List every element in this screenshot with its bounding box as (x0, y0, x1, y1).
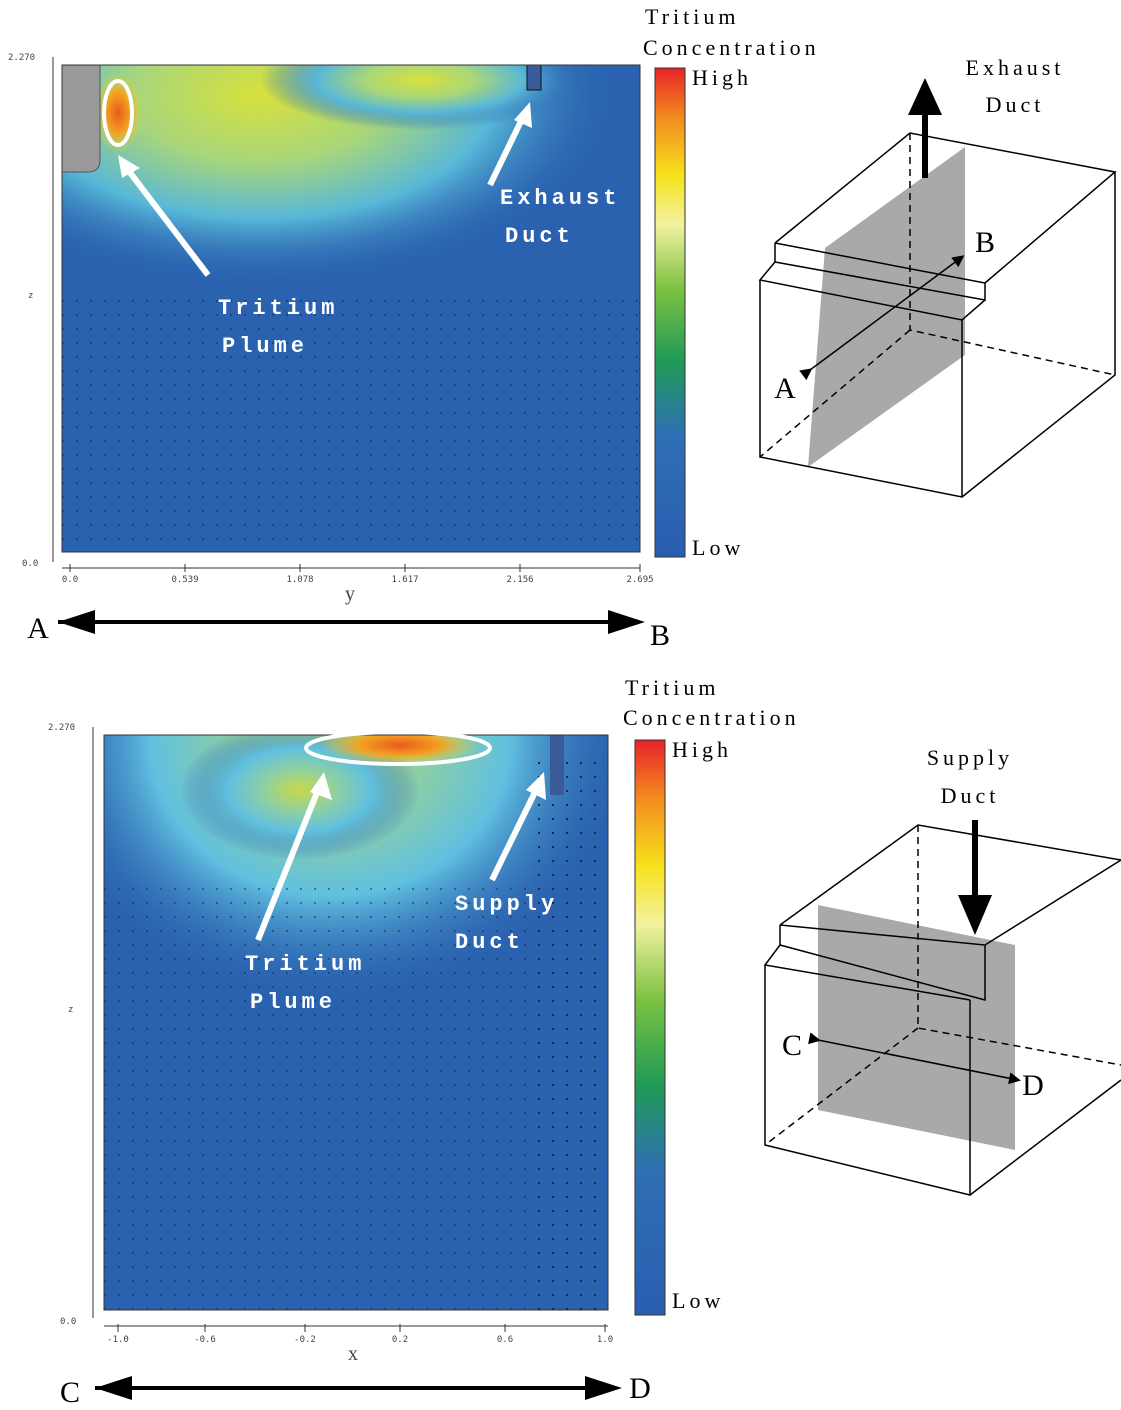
x-tick-label: -0.6 (194, 1335, 216, 1345)
x-axis-label: y (345, 583, 355, 605)
x-tick-label: 2.156 (506, 575, 533, 585)
colorbar-title: Tritium (645, 4, 739, 29)
x-tick-label: 0.0 (62, 575, 78, 585)
duct-label: Exhaust (966, 55, 1065, 80)
z-tick-label: 0.0 (60, 1317, 76, 1327)
section-start: C (60, 1376, 80, 1409)
annotation: Tritium (218, 296, 338, 321)
x-tick-label: -0.2 (294, 1335, 316, 1345)
colorbar-high: High (692, 65, 752, 90)
colorbar-low: Low (692, 535, 744, 560)
colorbar (655, 68, 685, 557)
duct-label: Duct (986, 92, 1045, 117)
x-axis-label: x (348, 1343, 358, 1365)
annotation: Exhaust (500, 186, 620, 211)
colorbar-low: Low (672, 1288, 724, 1313)
colorbar-title: Tritium (625, 675, 719, 700)
annotation: Supply (455, 892, 558, 917)
section-end: B (650, 619, 670, 652)
z-tick-label: 2.270 (8, 53, 35, 63)
diagram-start: A (774, 372, 796, 405)
colorbar-high: High (672, 737, 732, 762)
annotation: Plume (250, 990, 336, 1015)
figure: Tritium Concentration High Low 2.270 z 0.0 0.0 0… (0, 0, 1121, 1410)
box-diagram (765, 825, 1121, 1195)
annotation: Plume (222, 334, 308, 359)
x-tick-label: 1.617 (391, 575, 418, 585)
colorbar-title: Concentration (623, 705, 800, 730)
diagram-end: B (975, 226, 995, 259)
x-tick-label: 0.539 (171, 575, 198, 585)
z-tick-label: 0.0 (22, 559, 38, 569)
z-tick-label: 2.270 (48, 723, 75, 733)
annotation: Duct (455, 930, 524, 955)
colorbar (635, 740, 665, 1315)
duct-label: Duct (941, 783, 1000, 808)
section-start: A (27, 612, 49, 645)
annotation: Tritium (245, 952, 365, 977)
x-tick-label: 0.2 (392, 1335, 408, 1345)
colorbar-title: Concentration (643, 35, 820, 60)
x-tick-label: -1.0 (107, 1335, 129, 1345)
annotation: Duct (505, 224, 574, 249)
section-end: D (629, 1372, 651, 1405)
duct-label: Supply (927, 745, 1013, 770)
x-tick-label: 1.0 (597, 1335, 613, 1345)
x-tick-label: 1.078 (286, 575, 313, 585)
z-axis-label: z (68, 1005, 73, 1015)
diagram-end: D (1022, 1069, 1044, 1102)
diagram-start: C (782, 1029, 802, 1062)
z-axis-label: z (28, 291, 33, 301)
x-tick-label: 0.6 (497, 1335, 513, 1345)
box-diagram (760, 133, 1115, 497)
x-tick-label: 2.695 (626, 575, 653, 585)
heatmap (0, 0, 640, 552)
